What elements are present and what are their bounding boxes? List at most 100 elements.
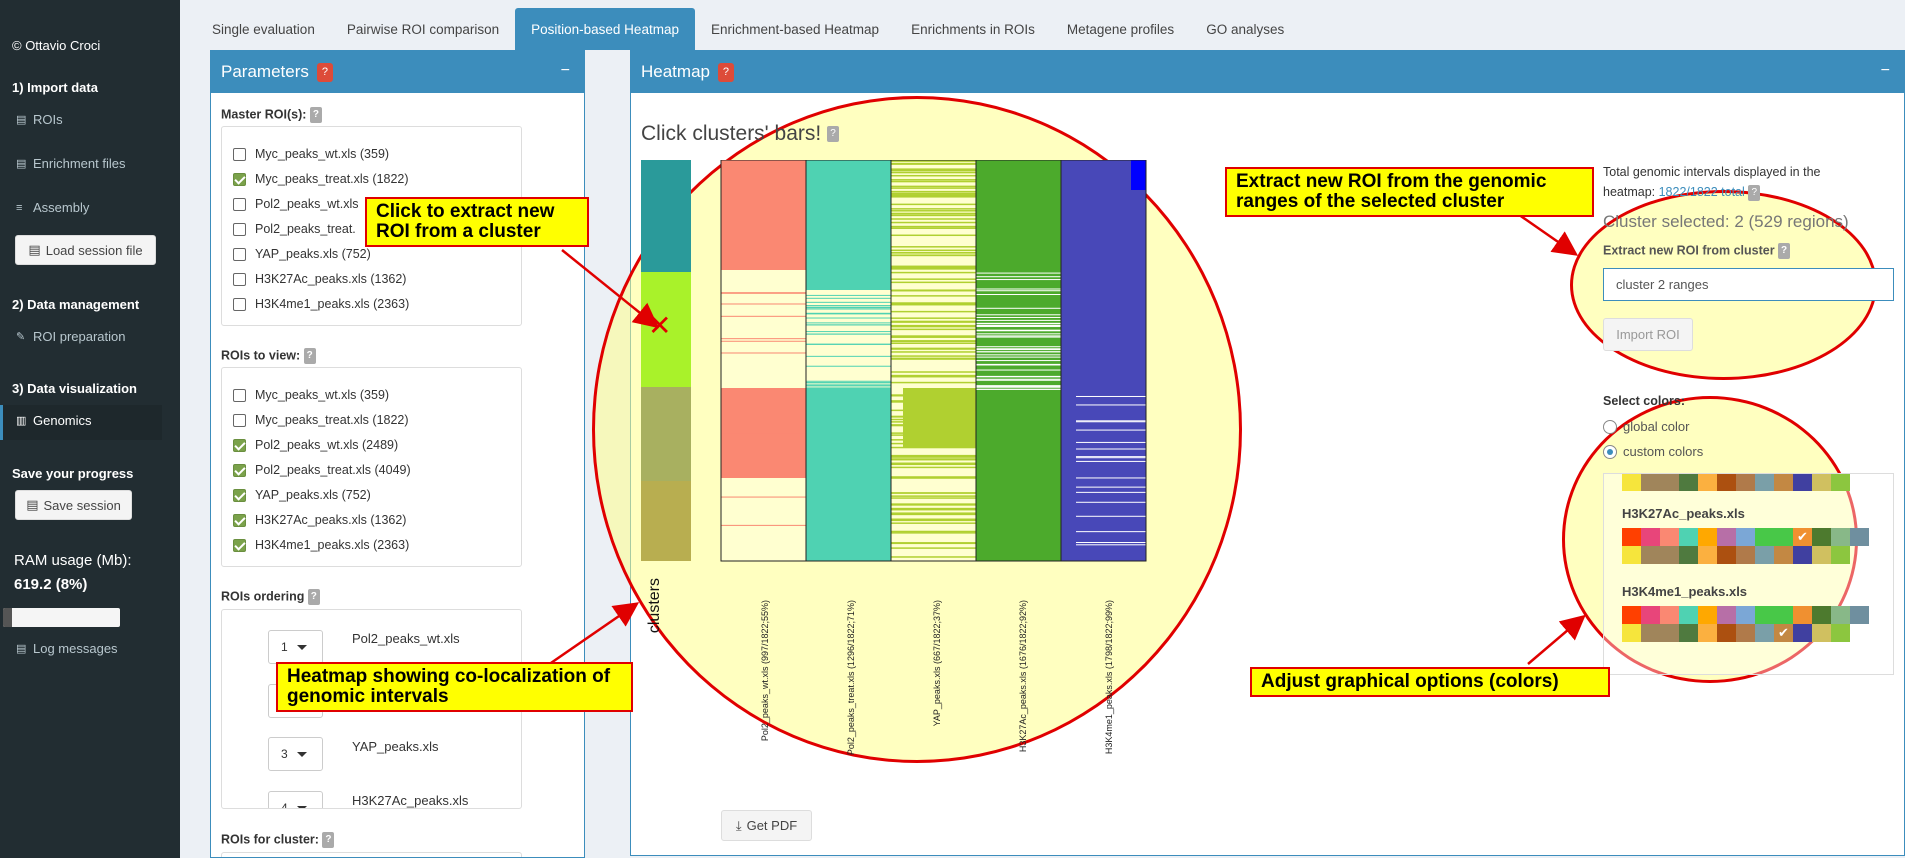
color-swatch[interactable]	[1717, 606, 1736, 624]
help-icon[interactable]: ?	[303, 348, 316, 364]
heatmap-line[interactable]	[891, 208, 976, 210]
help-badge[interactable]: ?	[717, 62, 734, 82]
color-swatch[interactable]	[1774, 546, 1793, 564]
tab-enrichment-heatmap[interactable]: Enrichment-based Heatmap	[710, 22, 880, 37]
heatmap-line[interactable]	[806, 313, 891, 315]
heatmap-line[interactable]	[806, 333, 891, 335]
extract-roi-input[interactable]: cluster 2 ranges	[1603, 268, 1894, 301]
heatmap-line[interactable]	[976, 323, 1061, 325]
heatmap-line[interactable]	[891, 325, 976, 328]
heatmap-line[interactable]	[976, 369, 1061, 371]
checkbox-icon[interactable]	[233, 197, 246, 211]
view-checkbox-6[interactable]: H3K4me1_peaks.xls (2363)	[233, 538, 409, 552]
cluster-bar-3[interactable]	[641, 387, 691, 481]
heatmap-line[interactable]	[976, 386, 1061, 388]
heatmap-line[interactable]	[721, 440, 806, 442]
heatmap-line[interactable]	[891, 503, 976, 505]
heatmap-line[interactable]	[891, 214, 976, 217]
heatmap-line[interactable]	[891, 194, 976, 197]
radio-global-color[interactable]: global color	[1603, 419, 1690, 434]
heatmap-line[interactable]	[891, 218, 976, 220]
heatmap-line[interactable]	[976, 294, 1061, 296]
heatmap-line[interactable]	[891, 458, 976, 461]
master-checkbox-6[interactable]: H3K4me1_peaks.xls (2363)	[233, 297, 409, 311]
heatmap-line[interactable]	[891, 174, 976, 177]
heatmap-line[interactable]	[891, 457, 976, 459]
heatmap-line[interactable]	[976, 335, 1061, 337]
heatmap-line[interactable]	[891, 281, 976, 284]
help-icon[interactable]: ?	[307, 589, 320, 605]
heatmap-line[interactable]	[891, 321, 976, 323]
heatmap-line[interactable]	[891, 547, 976, 549]
heatmap-line[interactable]	[891, 492, 976, 494]
heatmap-line[interactable]	[891, 225, 976, 228]
heatmap-line[interactable]	[976, 319, 1061, 321]
heatmap-line[interactable]	[806, 322, 891, 324]
heatmap-block[interactable]	[806, 388, 891, 561]
color-swatch[interactable]	[1793, 606, 1812, 624]
heatmap-line[interactable]	[806, 385, 891, 387]
help-icon[interactable]: ?	[309, 107, 322, 123]
heatmap-line[interactable]	[806, 324, 891, 326]
heatmap-line[interactable]	[891, 187, 976, 189]
color-swatch[interactable]	[1698, 624, 1717, 642]
heatmap-line[interactable]	[721, 414, 806, 416]
checkbox-icon[interactable]	[233, 247, 246, 261]
heatmap-line[interactable]	[891, 278, 976, 280]
heatmap-line[interactable]	[1076, 420, 1146, 422]
heatmap-line[interactable]	[1076, 421, 1146, 423]
heatmap-line[interactable]	[806, 317, 891, 319]
view-checkbox-5[interactable]: H3K27Ac_peaks.xls (1362)	[233, 513, 406, 527]
color-swatch[interactable]	[1774, 606, 1793, 624]
color-swatch[interactable]	[1736, 546, 1755, 564]
heatmap-line[interactable]	[806, 308, 891, 310]
heatmap-line[interactable]	[891, 160, 976, 162]
heatmap-line[interactable]	[1076, 448, 1146, 450]
color-swatch[interactable]	[1679, 546, 1698, 564]
checkbox-icon[interactable]	[233, 222, 246, 236]
heatmap-line[interactable]	[721, 460, 806, 462]
heatmap-line[interactable]	[891, 532, 976, 534]
master-checkbox-0[interactable]: Myc_peaks_wt.xls (359)	[233, 147, 389, 161]
color-swatch[interactable]	[1622, 528, 1641, 546]
help-badge[interactable]: ?	[316, 62, 333, 82]
heatmap-line[interactable]	[976, 351, 1061, 353]
heatmap-line[interactable]	[1076, 456, 1146, 458]
heatmap-line[interactable]	[976, 386, 1061, 388]
color-swatch[interactable]	[1679, 606, 1698, 624]
color-swatch[interactable]	[1698, 474, 1717, 491]
heatmap-line[interactable]	[891, 371, 976, 373]
heatmap-line[interactable]	[891, 463, 976, 466]
color-swatch[interactable]	[1850, 528, 1869, 546]
heatmap-line[interactable]	[976, 385, 1061, 387]
heatmap-line[interactable]	[976, 290, 1061, 292]
sidebar-item-enrichment[interactable]: ▤ Enrichment files	[16, 156, 126, 171]
heatmap-line[interactable]	[976, 336, 1061, 338]
color-swatch[interactable]	[1698, 528, 1717, 546]
heatmap-line[interactable]	[806, 383, 891, 385]
heatmap-line[interactable]	[1076, 460, 1146, 462]
collapse-icon[interactable]: −	[560, 62, 570, 79]
color-swatch[interactable]	[1622, 546, 1641, 564]
heatmap-line[interactable]	[721, 292, 806, 294]
heatmap-line[interactable]	[891, 203, 976, 206]
heatmap-line[interactable]	[891, 351, 976, 353]
color-swatch[interactable]	[1812, 546, 1831, 564]
tab-position-heatmap[interactable]: Position-based Heatmap	[515, 8, 695, 50]
checkbox-icon[interactable]	[233, 388, 246, 402]
heatmap-line[interactable]	[891, 210, 976, 212]
heatmap-line[interactable]	[976, 356, 1061, 358]
heatmap-line[interactable]	[806, 331, 891, 333]
heatmap-line[interactable]	[1076, 477, 1146, 479]
heatmap-line[interactable]	[721, 315, 806, 317]
color-swatch[interactable]	[1717, 546, 1736, 564]
heatmap-line[interactable]	[891, 357, 976, 360]
color-swatch[interactable]	[1717, 624, 1736, 642]
color-swatch[interactable]	[1755, 474, 1774, 491]
tab-pairwise-roi[interactable]: Pairwise ROI comparison	[346, 22, 500, 37]
color-swatch[interactable]	[1641, 606, 1660, 624]
sidebar-item-assembly[interactable]: ≡ Assembly	[16, 200, 90, 215]
color-swatch[interactable]	[1717, 474, 1736, 491]
sidebar-item-log[interactable]: ▤ Log messages	[16, 641, 118, 656]
color-swatch[interactable]	[1717, 528, 1736, 546]
